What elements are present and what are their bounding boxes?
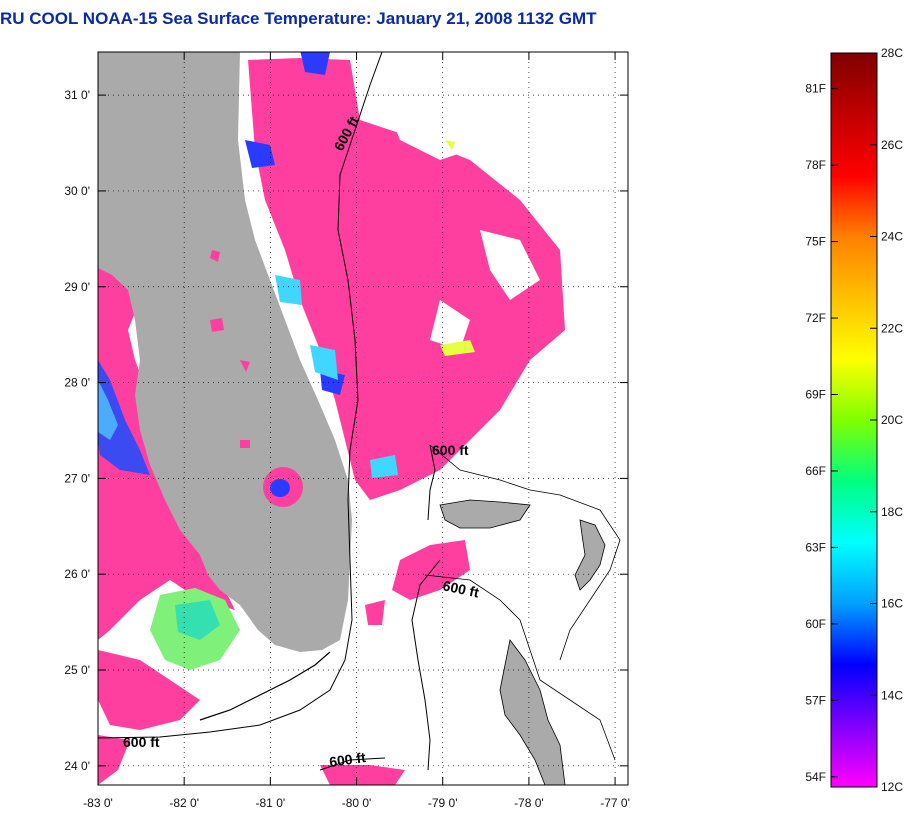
longitude-tick-label: -79 0'	[428, 796, 458, 810]
celsius-label: 18C	[881, 505, 903, 519]
contour-label-600ft-keys: 600 ft	[123, 734, 160, 750]
fahrenheit-label: 78F	[805, 158, 826, 172]
longitude-tick-label: -82 0'	[169, 796, 199, 810]
fahrenheit-label: 69F	[805, 388, 826, 402]
atlantic-gaps	[380, 90, 540, 350]
latitude-tick-label: 25 0'	[64, 663, 90, 677]
celsius-label: 20C	[881, 413, 903, 427]
colorbar-gradient	[830, 52, 878, 788]
contour-label-600ft-south: 600 ft	[328, 749, 367, 770]
fahrenheit-label: 63F	[805, 540, 826, 554]
celsius-label: 22C	[881, 321, 903, 335]
latitude-tick-label: 28 0'	[64, 376, 90, 390]
gulf-cool-water	[98, 360, 150, 475]
latitude-tick-label: 29 0'	[64, 280, 90, 294]
gulf-sst-field	[98, 262, 235, 640]
fahrenheit-labels: 81F 78F 75F 72F 69F 66F 63F 60F 57F 54F	[805, 82, 838, 784]
bahama-banks-outline	[424, 444, 621, 761]
map-title: RU COOL NOAA-15 Sea Surface Temperature:…	[0, 9, 597, 28]
atlantic-sst-field	[248, 58, 565, 500]
florida-keys	[199, 651, 331, 721]
celsius-label: 12C	[881, 780, 903, 794]
isobath-600ft-bahamas	[411, 444, 441, 771]
celsius-label: 16C	[881, 597, 903, 611]
latitude-tick-label: 30 0'	[64, 184, 90, 198]
grand-bahama	[439, 499, 531, 529]
celsius-label: 28C	[881, 46, 903, 60]
contour-label-600ft-straits: 600 ft	[441, 577, 480, 600]
celsius-labels: 28C 26C 24C 22C 20C 18C 16C 14C 12C	[870, 46, 903, 794]
longitude-tick-label: -81 0'	[256, 796, 286, 810]
straits-sst-patches	[320, 540, 470, 785]
fahrenheit-label: 75F	[805, 235, 826, 249]
longitude-tick-label: -78 0'	[514, 796, 544, 810]
gulf-cool-water-inner	[98, 380, 118, 440]
isobath-600ft-florida	[98, 52, 383, 739]
longitude-tick-label: -80 0'	[342, 796, 372, 810]
great-abaco	[574, 519, 606, 591]
lake-okeechobee-core	[270, 479, 290, 497]
latitude-tick-label: 24 0'	[64, 759, 90, 773]
latitude-tick-label: 27 0'	[64, 471, 90, 485]
atlantic-cyan-patches	[275, 275, 398, 478]
fahrenheit-label: 57F	[805, 693, 826, 707]
celsius-label: 14C	[881, 688, 903, 702]
fahrenheit-label: 54F	[805, 770, 826, 784]
florida-bay-cyan	[175, 600, 220, 640]
contour-label-600ft-grand-bahama: 600 ft	[432, 442, 469, 458]
longitude-labels: -83 0' -82 0' -81 0' -80 0' -79 0' -78 0' -77 …	[83, 796, 630, 810]
celsius-label: 26C	[881, 138, 903, 152]
isobath-600ft-south	[319, 757, 386, 771]
latitude-tick-label: 31 0'	[64, 88, 90, 102]
fahrenheit-label: 72F	[805, 311, 826, 325]
andros	[499, 639, 566, 785]
southwest-sst	[98, 735, 130, 785]
fahrenheit-label: 81F	[805, 82, 826, 96]
map-frame	[97, 51, 629, 786]
fahrenheit-label: 60F	[805, 617, 826, 631]
latitude-tick-label: 26 0'	[64, 567, 90, 581]
celsius-label: 24C	[881, 230, 903, 244]
latitude-labels: 31 0' 30 0' 29 0' 28 0' 27 0' 26 0' 25 0' 24 0'	[64, 88, 90, 773]
longitude-tick-label: -83 0'	[83, 796, 113, 810]
longitude-tick-label: -77 0'	[600, 796, 630, 810]
fahrenheit-label: 66F	[805, 464, 826, 478]
graticule	[97, 52, 628, 785]
